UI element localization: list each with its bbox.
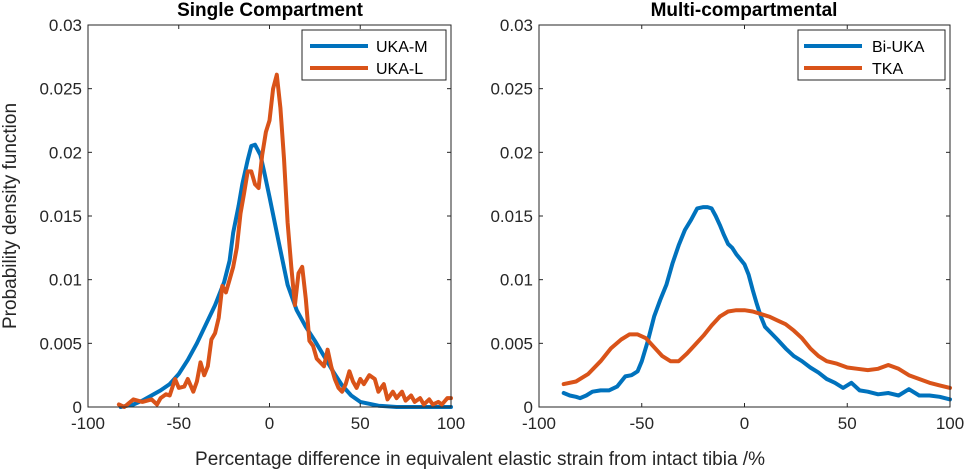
y-tick-label: 0.03 <box>500 16 533 35</box>
series-line-tka <box>561 308 952 390</box>
y-tick-label: 0.025 <box>39 80 82 99</box>
legend-label-uka-m: UKA-M <box>376 39 428 56</box>
multi-compartmental-plot-area <box>539 25 950 407</box>
single-compartment-panel: Single Compartment -100 -50 0 50 100 0 0.005 0.… <box>39 0 465 433</box>
x-tick-label: 100 <box>437 414 465 433</box>
series-line-uka-m <box>118 142 453 409</box>
y-tick-label: 0.02 <box>49 143 82 162</box>
y-tick-label: 0.01 <box>49 271 82 290</box>
y-tick-label: 0.015 <box>39 207 82 226</box>
x-tick-label: -100 <box>71 414 105 433</box>
y-tick-label: 0.01 <box>500 271 533 290</box>
x-tick-label: -50 <box>166 414 191 433</box>
x-tick-label: 50 <box>351 414 370 433</box>
x-tick-label: -100 <box>522 414 556 433</box>
y-tick-label: 0.025 <box>490 80 533 99</box>
legend-label-tka: TKA <box>872 61 903 78</box>
multi-compartmental-title: Multi-compartmental <box>651 0 838 21</box>
x-tick-label: 100 <box>936 414 964 433</box>
legend-label-bi-uka: Bi-UKA <box>872 39 925 56</box>
y-tick-label: 0.005 <box>39 334 82 353</box>
legend-box <box>797 29 946 81</box>
y-tick-label: 0 <box>73 398 82 417</box>
x-tick-label: -50 <box>629 414 654 433</box>
y-tick-label: 0.005 <box>490 334 533 353</box>
multi-compartmental-legend: Bi-UKA TKA <box>797 29 946 81</box>
y-tick-label: 0 <box>524 398 533 417</box>
x-tick-label: 0 <box>265 414 274 433</box>
y-tick-label: 0.02 <box>500 143 533 162</box>
legend-box <box>301 29 447 81</box>
series-line-uka-l <box>116 72 453 409</box>
x-tick-label: 0 <box>740 414 749 433</box>
multi-compartmental-panel: Multi-compartmental -100 -50 0 50 100 0 0.005 0… <box>490 0 964 433</box>
single-compartment-plot-area <box>88 25 451 407</box>
y-axis-label: Probability density function <box>0 103 21 329</box>
y-tick-label: 0.03 <box>49 16 82 35</box>
series-line-bi-uka <box>561 205 952 402</box>
single-compartment-legend: UKA-M UKA-L <box>301 29 447 81</box>
y-tick-label: 0.015 <box>490 207 533 226</box>
legend-label-uka-l: UKA-L <box>376 61 423 78</box>
x-tick-label: 50 <box>838 414 857 433</box>
x-axis-label: Percentage difference in equivalent elas… <box>195 449 765 470</box>
single-compartment-title: Single Compartment <box>177 0 363 21</box>
